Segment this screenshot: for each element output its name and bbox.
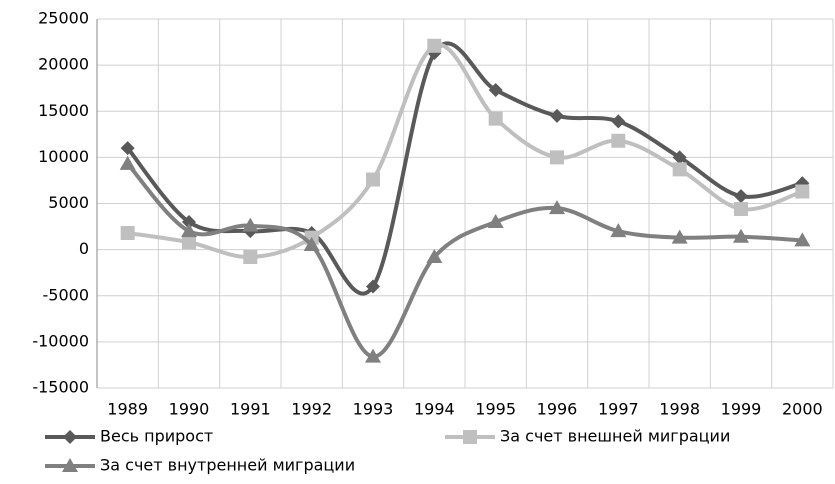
x-tick-label: 1992 [291, 400, 332, 419]
marker [549, 200, 565, 215]
marker [242, 217, 259, 232]
marker [488, 83, 503, 98]
x-tick-label: 1991 [230, 400, 271, 419]
x-tick-label: 1993 [353, 400, 394, 419]
marker [181, 223, 197, 238]
marker [182, 214, 196, 229]
marker [120, 141, 135, 156]
marker [365, 348, 381, 363]
x-tick-label: 1998 [659, 400, 700, 419]
marker [243, 250, 258, 265]
marker [463, 430, 477, 444]
marker [62, 458, 78, 472]
x-tick-label: 1996 [537, 400, 578, 419]
y-tick-label: 10000 [38, 147, 89, 166]
y-tick-label: 15000 [38, 101, 89, 120]
marker [733, 228, 749, 243]
marker [426, 249, 443, 264]
marker [734, 202, 748, 217]
x-tick-label: 2000 [782, 400, 823, 419]
marker [672, 150, 687, 165]
marker [487, 213, 504, 228]
marker [734, 189, 748, 204]
marker [611, 114, 626, 129]
y-tick-label: -10000 [32, 331, 89, 350]
marker [366, 279, 380, 294]
x-tick-label: 1990 [169, 400, 210, 419]
marker [427, 38, 442, 53]
marker [794, 232, 811, 247]
legend-label: За счет внешней миграции [500, 427, 730, 446]
y-tick-label: 25000 [38, 9, 89, 28]
y-tick-label: 20000 [38, 55, 89, 74]
marker [488, 111, 503, 126]
y-tick-label: 5000 [48, 193, 89, 212]
marker [119, 155, 136, 170]
marker [672, 162, 687, 177]
marker [366, 172, 380, 187]
x-tick-label: 1999 [721, 400, 762, 419]
marker [120, 226, 135, 241]
marker [795, 184, 810, 199]
marker [671, 229, 688, 244]
marker [610, 223, 627, 238]
marker [550, 150, 564, 165]
x-tick-label: 1989 [107, 400, 148, 419]
marker [550, 108, 564, 123]
legend-label: За счет внутренней миграции [100, 456, 355, 475]
marker [303, 237, 320, 252]
x-tick-label: 1995 [475, 400, 516, 419]
marker [611, 133, 626, 148]
marker [63, 430, 77, 444]
marker [182, 235, 196, 250]
legend-label: Весь прирост [100, 427, 213, 446]
x-tick-label: 1994 [414, 400, 455, 419]
y-tick-label: 0 [79, 239, 89, 258]
y-tick-label: -15000 [32, 378, 89, 397]
y-tick-label: -5000 [43, 285, 90, 304]
x-tick-label: 1997 [598, 400, 639, 419]
